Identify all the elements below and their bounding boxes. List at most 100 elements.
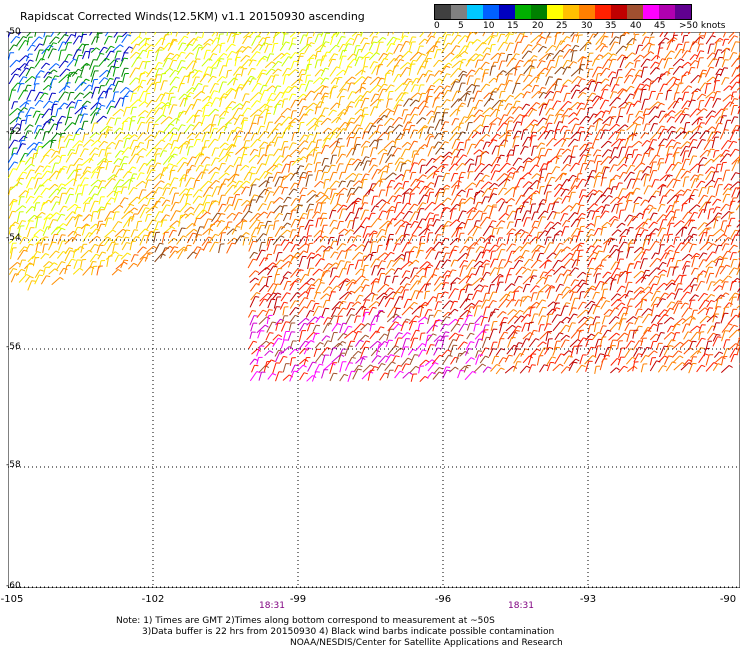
wind-barb (626, 227, 631, 235)
wind-barb-flag (463, 154, 468, 157)
wind-barb-flag (175, 201, 180, 204)
wind-barb (415, 180, 421, 188)
wind-barb (441, 90, 448, 100)
wind-barb (385, 205, 393, 214)
wind-barb-flag (680, 48, 685, 51)
wind-barb-flag (52, 219, 57, 221)
wind-barb-flag (716, 131, 721, 134)
wind-barb-flag (485, 196, 490, 198)
wind-barb (352, 144, 358, 156)
wind-barb-flag (544, 67, 549, 71)
wind-barb (711, 131, 718, 140)
wind-barb-flag (37, 172, 42, 175)
wind-barb-flag (597, 66, 602, 69)
wind-barb (586, 193, 593, 203)
wind-barb-flag (90, 139, 95, 143)
wind-barb-flag (473, 129, 478, 133)
wind-barb (50, 226, 59, 235)
wind-barb (56, 223, 64, 231)
wind-barb-flag (232, 100, 237, 104)
wind-barb (378, 108, 389, 118)
wind-barb-flag (70, 164, 75, 166)
wind-barb (271, 74, 276, 84)
wind-barb-flag (668, 174, 673, 177)
wind-barb (360, 37, 365, 45)
wind-barb-flag (480, 124, 485, 128)
wind-barb-flag (628, 43, 633, 46)
wind-barb (626, 122, 636, 131)
wind-barb-flag (727, 188, 732, 191)
wind-barb-flag (300, 217, 305, 219)
wind-barb-flag (322, 44, 326, 48)
wind-barb-flag (540, 154, 545, 157)
wind-barb-flag (193, 114, 198, 118)
wind-barb-flag (429, 212, 434, 215)
wind-barb-flag (528, 84, 533, 88)
wind-barb (418, 105, 426, 116)
wind-barb-flag (461, 189, 466, 193)
wind-barb (641, 36, 646, 45)
wind-barb (35, 237, 43, 245)
wind-barb-flag (101, 180, 106, 182)
wind-barb (40, 236, 45, 246)
wind-barb-flag (686, 170, 691, 174)
wind-barb-flag (573, 235, 578, 237)
wind-barb (82, 166, 88, 175)
wind-barb (225, 101, 233, 110)
wind-barb-flag (126, 229, 131, 232)
wind-barb-flag (103, 46, 108, 49)
wind-barb-flag (302, 93, 307, 97)
wind-barb (305, 117, 315, 126)
wind-barb-flag (68, 134, 73, 137)
wind-barb-flag (173, 104, 178, 106)
wind-barb-flag (191, 164, 196, 167)
wind-barb (119, 197, 125, 205)
wind-barb (73, 226, 78, 236)
wind-barb (697, 100, 701, 110)
wind-barb (491, 156, 498, 167)
wind-barb (161, 232, 166, 243)
wind-barb (474, 67, 480, 75)
wind-barb-flag (605, 110, 610, 112)
wind-barb (249, 51, 258, 61)
wind-barb (33, 76, 37, 86)
wind-barb (399, 41, 407, 53)
wind-barb-flag (48, 84, 53, 88)
wind-barb (175, 112, 181, 124)
wind-barb-flag (139, 142, 145, 144)
wind-barb (311, 211, 318, 219)
wind-barb-flag (314, 194, 319, 198)
wind-barb (375, 32, 380, 36)
wind-barb (299, 34, 304, 45)
wind-barb-flag (302, 171, 308, 174)
legend-swatch (451, 5, 467, 19)
wind-barb-flag (382, 210, 387, 213)
wind-barb-flag (607, 187, 612, 190)
wind-barb (643, 175, 647, 187)
wind-barb (79, 113, 85, 124)
legend-label: >50 knots (679, 21, 726, 31)
wind-barb (347, 58, 355, 68)
wind-barb-flag (56, 212, 60, 216)
wind-barb-flag (422, 73, 427, 76)
wind-barb-flag (50, 148, 55, 152)
wind-barb-flag (694, 188, 699, 191)
wind-barb-flag (671, 163, 676, 166)
wind-barb (577, 56, 584, 63)
wind-barb (234, 235, 242, 245)
wind-barb-flag (325, 144, 330, 147)
wind-barb (463, 236, 470, 245)
wind-barb (681, 61, 689, 68)
wind-barb-flag (597, 227, 603, 230)
wind-barb (225, 144, 233, 156)
wind-barb (79, 105, 84, 116)
wind-barb (586, 125, 592, 134)
wind-barb (283, 32, 287, 36)
wind-barb-flag (198, 109, 203, 112)
wind-barb (610, 186, 614, 195)
wind-barb-flag (542, 91, 548, 95)
wind-barb (657, 128, 665, 140)
wind-barb (90, 171, 96, 179)
wind-barb (103, 35, 109, 45)
wind-barb (195, 47, 200, 60)
